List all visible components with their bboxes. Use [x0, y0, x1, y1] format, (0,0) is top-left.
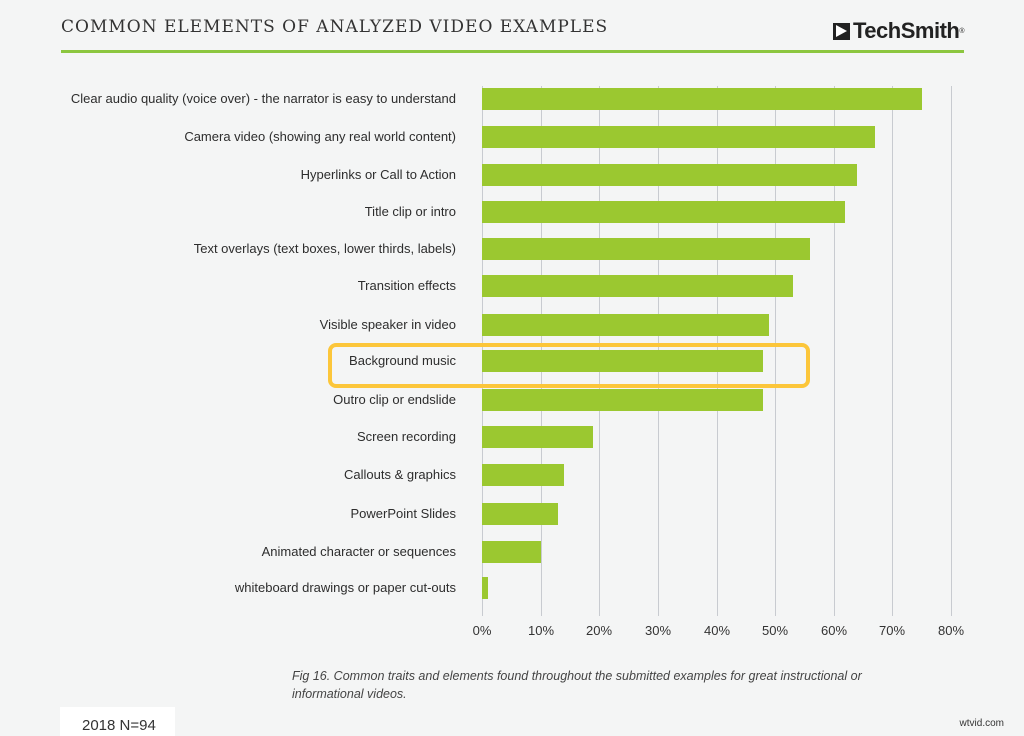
bar	[482, 389, 763, 411]
logo-text: TechSmith	[853, 18, 960, 43]
registered-mark: ®	[959, 27, 964, 35]
bar	[482, 350, 763, 372]
gridline	[834, 86, 835, 616]
bar	[482, 88, 922, 110]
category-label: Title clip or intro	[364, 204, 456, 219]
category-label: Hyperlinks or Call to Action	[300, 167, 456, 182]
category-label: PowerPoint Slides	[350, 506, 457, 521]
x-tick-label: 60%	[820, 623, 848, 638]
techsmith-logo-icon	[833, 22, 850, 40]
category-label: Screen recording	[357, 429, 456, 444]
bar	[482, 541, 541, 563]
category-label: Clear audio quality (voice over) - the n…	[70, 91, 456, 106]
chart-title: COMMON ELEMENTS OF ANALYZED VIDEO EXAMPL…	[61, 17, 609, 37]
bar	[482, 126, 875, 148]
sample-size-label: 2018 N=94	[82, 717, 156, 734]
category-label: Outro clip or endslide	[333, 392, 456, 407]
x-tick-label: 80%	[937, 623, 965, 638]
x-tick-label: 30%	[644, 623, 672, 638]
bar	[482, 577, 488, 599]
bar	[482, 164, 857, 186]
bar	[482, 275, 793, 297]
category-label: Transition effects	[357, 278, 456, 293]
watermark: wtvid.com	[959, 718, 1004, 729]
figure-caption: Fig 16. Common traits and elements found…	[292, 669, 862, 701]
category-label: whiteboard drawings or paper cut-outs	[234, 580, 456, 595]
techsmith-logo: TechSmith ®	[833, 18, 964, 44]
x-tick-label: 10%	[527, 623, 555, 638]
bar	[482, 238, 810, 260]
category-label: Visible speaker in video	[319, 317, 456, 332]
gridline	[951, 86, 952, 616]
x-tick-label: 50%	[761, 623, 789, 638]
bar	[482, 503, 558, 525]
category-label: Camera video (showing any real world con…	[184, 129, 456, 144]
x-tick-label: 70%	[878, 623, 906, 638]
x-tick-label: 40%	[703, 623, 731, 638]
gridline	[775, 86, 776, 616]
x-tick-label: 20%	[585, 623, 613, 638]
bar	[482, 201, 845, 223]
bar	[482, 426, 593, 448]
sample-size-box: 2018 N=94	[60, 707, 175, 736]
bar	[482, 464, 564, 486]
category-label: Callouts & graphics	[344, 467, 456, 482]
category-label: Background music	[349, 353, 456, 368]
bar	[482, 314, 769, 336]
gridline	[892, 86, 893, 616]
header-divider	[61, 50, 964, 53]
category-label: Animated character or sequences	[261, 544, 456, 559]
category-label: Text overlays (text boxes, lower thirds,…	[193, 241, 456, 256]
x-tick-label: 0%	[472, 623, 492, 638]
highlight-box	[328, 343, 810, 388]
